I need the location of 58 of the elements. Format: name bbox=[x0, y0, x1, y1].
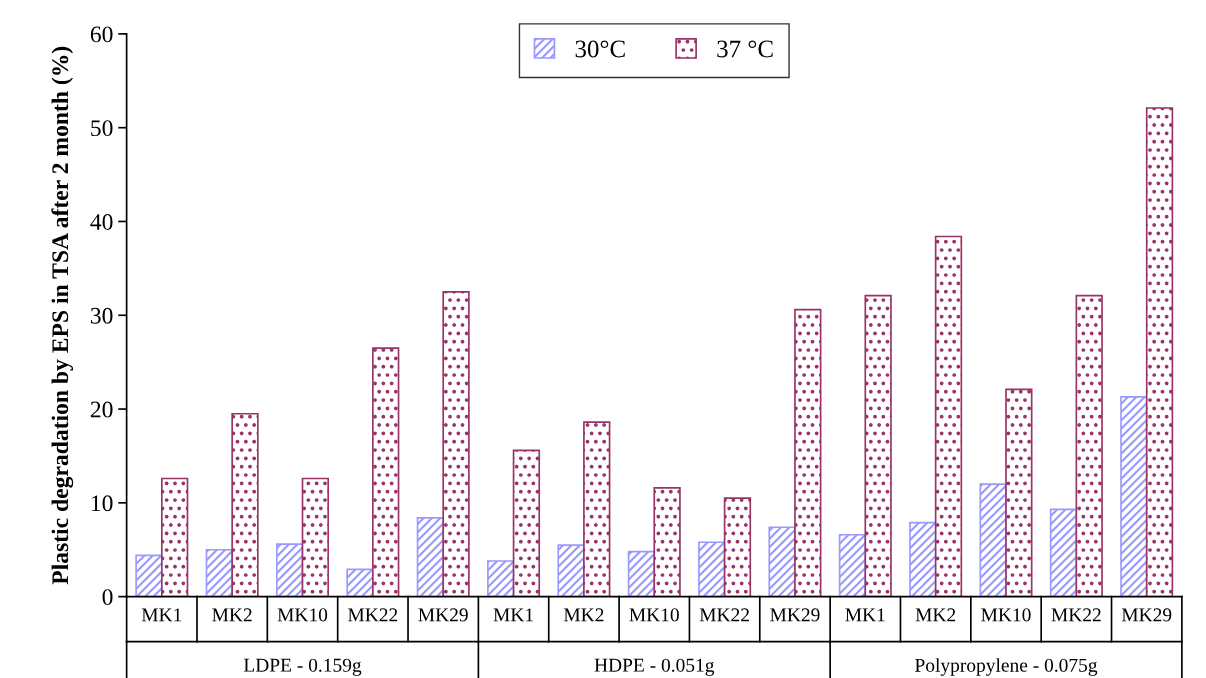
x-tick-label: MK1 bbox=[845, 608, 885, 622]
bar bbox=[698, 541, 726, 597]
x-tick-label: MK10 bbox=[981, 608, 1031, 622]
bar bbox=[838, 533, 867, 597]
bar bbox=[416, 517, 445, 597]
y-tick-label: 30 bbox=[90, 307, 113, 324]
x-tick-label: MK1 bbox=[493, 608, 533, 622]
bar bbox=[301, 477, 330, 597]
bar bbox=[583, 421, 611, 597]
x-tick-label: MK29 bbox=[418, 608, 468, 622]
bar bbox=[934, 235, 963, 597]
bar bbox=[1049, 508, 1078, 597]
bar bbox=[1075, 294, 1103, 597]
bar bbox=[864, 294, 892, 597]
bar bbox=[979, 483, 1007, 597]
x-tick-label: MK22 bbox=[348, 608, 398, 622]
bar bbox=[346, 568, 374, 597]
y-tick-label: 50 bbox=[91, 120, 113, 137]
bar bbox=[512, 449, 541, 597]
x-tick-label: MK22 bbox=[699, 608, 749, 622]
y-tick-label: 40 bbox=[90, 213, 113, 230]
bar bbox=[557, 544, 585, 597]
text: Polypropylene - 0.075g bbox=[915, 658, 1098, 676]
bar bbox=[723, 497, 752, 597]
bar bbox=[160, 477, 189, 597]
bar bbox=[1145, 107, 1174, 597]
x-tick-label: MK2 bbox=[915, 608, 956, 622]
x-tick-label: MK29 bbox=[1121, 608, 1172, 622]
y-tick-label: 10 bbox=[91, 495, 113, 512]
y-tick-label: 60 bbox=[90, 26, 113, 43]
bar bbox=[135, 554, 163, 597]
x-tick-label: MK22 bbox=[1051, 608, 1101, 622]
bar bbox=[231, 412, 259, 597]
legend-label: 30°C bbox=[575, 40, 625, 58]
bar bbox=[275, 543, 304, 597]
y-tick-label: 0 bbox=[102, 589, 113, 606]
x-tick-label: MK10 bbox=[277, 608, 328, 622]
x-tick-label: MK1 bbox=[141, 608, 182, 622]
bar bbox=[372, 347, 400, 597]
x-tick-label: MK29 bbox=[770, 608, 820, 622]
text: LDPE - 0.159g bbox=[243, 658, 362, 676]
x-tick-label: MK10 bbox=[629, 608, 679, 622]
x-tick-label: MK2 bbox=[212, 608, 252, 622]
legend-label: 37 °C bbox=[717, 40, 773, 58]
bar bbox=[1120, 396, 1148, 597]
bar bbox=[1005, 388, 1033, 597]
bar bbox=[205, 548, 233, 597]
bar bbox=[627, 550, 656, 597]
bar bbox=[794, 308, 822, 597]
bar bbox=[442, 290, 470, 597]
bar bbox=[487, 560, 515, 597]
bar bbox=[909, 521, 937, 597]
y-tick-label: 20 bbox=[90, 401, 113, 418]
x-tick-label: MK2 bbox=[563, 608, 604, 622]
bar bbox=[768, 526, 796, 597]
bar bbox=[653, 487, 681, 597]
y-axis-title: Plastic degradation by EPS in TSA after 2 month (%) bbox=[51, 46, 74, 585]
text: HDPE - 0.051g bbox=[594, 658, 715, 676]
